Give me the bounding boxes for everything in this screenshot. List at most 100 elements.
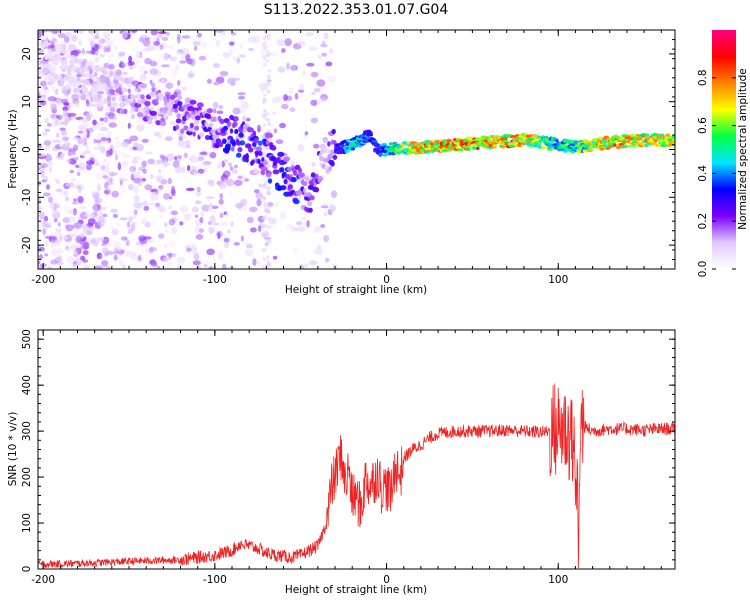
spectrogram-cell [322, 202, 331, 206]
spectrogram-cell [650, 141, 657, 145]
spectrogram-cell [325, 168, 330, 174]
spectrogram-cell [262, 62, 267, 67]
spectrogram-cell [72, 201, 78, 205]
spectrogram-cell [133, 186, 139, 194]
spectrogram-cell [150, 30, 158, 36]
spectrogram-cell [221, 138, 227, 144]
spectrogram-cell [213, 108, 217, 114]
spectrogram-cell [78, 41, 82, 47]
spectrogram-cell [266, 259, 271, 264]
spectrogram-cell [134, 106, 139, 112]
spectrogram-cell [192, 260, 201, 266]
spectrogram-cell [258, 150, 263, 157]
spectrogram-cell [176, 256, 186, 265]
spectrogram-cell [63, 190, 69, 197]
spectrogram-cell [251, 159, 255, 165]
spectrogram-cell [53, 59, 59, 66]
spectrogram-cell [68, 158, 77, 165]
spectrogram-cell [98, 36, 103, 44]
spectrogram-cell [114, 104, 118, 110]
spectrogram-cell [86, 163, 92, 171]
spectrogram-cell [315, 173, 319, 179]
spectrogram-cell [167, 54, 171, 59]
spectrogram-cell [158, 31, 167, 35]
figure-title: S113.2022.353.01.07.G04 [264, 2, 449, 18]
spectrogram-cell [529, 134, 533, 138]
spectrogram-cell [216, 110, 224, 115]
spectrogram-cell [99, 147, 104, 151]
spectrogram-cell [61, 49, 68, 55]
spectrogram-cell [184, 243, 192, 250]
spectrogram-cell [127, 122, 131, 129]
spectrogram-cell [79, 231, 88, 236]
spectrogram-cell [238, 96, 245, 100]
spectrogram-cell [163, 52, 169, 61]
spectrogram-cell [321, 144, 327, 150]
spectrogram-cell [54, 218, 58, 223]
spectrogram-cell [44, 235, 53, 239]
spectrogram-cell [193, 171, 197, 176]
spectrogram-cell [127, 228, 134, 234]
spectrogram-cell [90, 87, 97, 93]
spectrogram-cell [124, 237, 130, 243]
snr-x-tick-label: 100 [548, 574, 568, 586]
spectrogram-cell [266, 81, 271, 85]
spectrogram-cell [99, 54, 105, 58]
spectrogram-cell [272, 96, 280, 104]
spectrogram-cell [38, 89, 41, 95]
spectrogram-cell [537, 135, 541, 139]
spectrogram-cell [307, 201, 313, 207]
spectrogram-cell [109, 39, 114, 46]
spectrogram-cell [222, 52, 231, 58]
snr-y-tick-label: 400 [21, 375, 33, 395]
spectrogram-cell [322, 137, 328, 143]
spectrogram-cell [163, 193, 170, 200]
spectrogram-cell [381, 142, 387, 147]
spectrogram-cell [74, 81, 81, 87]
spectrogram-cell [150, 106, 155, 112]
spectrogram-cell [142, 168, 147, 174]
spectrogram-cell [48, 48, 52, 54]
spectrogram-cell [212, 222, 220, 226]
spectrogram-cell [369, 131, 373, 135]
spectrogram-cell [96, 139, 102, 144]
spectrogram-cell [219, 118, 225, 124]
spectrogram-cell [41, 68, 49, 74]
spectrogram-cell [547, 147, 553, 151]
spectrogram-cell [235, 152, 242, 158]
spectrogram-cell [49, 204, 57, 208]
spectrogram-cell [134, 194, 140, 203]
spectrogram-cell [308, 207, 313, 213]
spectrogram-cell [82, 130, 88, 137]
colorbar-ticks: 0.0 0.2 0.4 0.6 0.8 [697, 69, 736, 277]
spectrogram-cell [157, 233, 165, 239]
spectrogram-cell [40, 162, 48, 169]
snr-ticks: -200 -100 0 100 0 100 200 300 400 500 [21, 329, 675, 586]
spectrogram-cell [245, 153, 249, 159]
spectrogram-cell [107, 99, 112, 107]
spectrogram-cell [99, 253, 103, 260]
spectrogram-cell [89, 41, 96, 48]
spectrogram-cell [157, 78, 162, 84]
spectrogram-cell [101, 260, 109, 267]
spectrogram-cell [78, 38, 82, 46]
spectrogram-cell [189, 166, 198, 171]
spectrogram-cell [54, 178, 59, 183]
spectrogram-cell [65, 224, 74, 232]
spectrogram-cell [197, 32, 202, 38]
spectrogram-cell [174, 107, 178, 114]
spectrogram-cell [248, 147, 254, 153]
colorbar: 0.0 0.2 0.4 0.6 0.8 Normalized spectral ampl… [697, 30, 749, 277]
spectrogram-cell [64, 196, 70, 202]
spectrogram-cell [184, 139, 191, 146]
spectrogram-cell [155, 98, 159, 104]
spectrogram-cell [79, 136, 86, 145]
spectrogram-cell [310, 117, 319, 124]
spectrogram-cell [273, 217, 278, 225]
spectrogram-cell [257, 124, 261, 133]
spectrogram-cell [65, 84, 71, 90]
spectrogram-cell [237, 175, 243, 180]
spectrogram-cell [476, 146, 480, 150]
spectrogram-cell [119, 102, 125, 109]
spectrogram-cell [45, 145, 50, 150]
